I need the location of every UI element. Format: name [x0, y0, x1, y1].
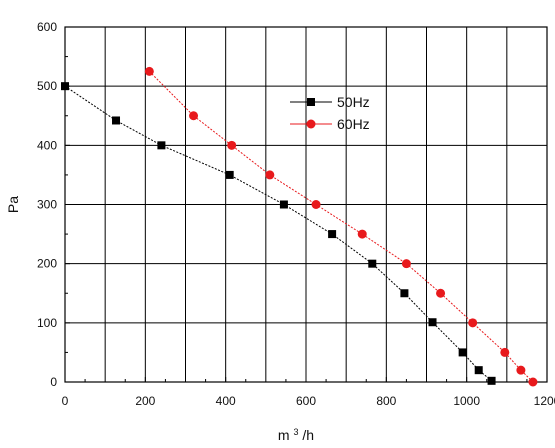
x-tick-label: 800	[376, 394, 396, 408]
data-point-square	[487, 376, 496, 385]
data-point-circle	[306, 119, 316, 129]
y-tick-label: 0	[50, 375, 57, 389]
data-point-square	[279, 200, 288, 209]
x-tick-label: 600	[296, 394, 316, 408]
series-line	[64, 85, 492, 382]
data-point-circle	[311, 200, 321, 209]
y-tick-label: 100	[37, 316, 57, 330]
y-axis-label: Pa	[5, 196, 21, 213]
data-point-square	[225, 170, 234, 179]
data-point-circle	[500, 347, 510, 357]
x-tick-label: 0	[62, 394, 69, 408]
data-point-square	[428, 318, 437, 327]
x-tick-label: 1000	[453, 394, 480, 408]
data-point-square	[112, 116, 121, 125]
data-point-circle	[436, 288, 446, 298]
data-point-square	[328, 230, 337, 239]
y-tick-label: 600	[37, 20, 57, 34]
data-point-circle	[468, 318, 478, 328]
data-point-circle	[144, 66, 154, 76]
data-point-circle	[516, 365, 526, 375]
series-group	[61, 66, 538, 387]
data-point-circle	[357, 229, 367, 239]
y-tick-label: 500	[37, 79, 57, 93]
data-point-square	[400, 289, 409, 298]
data-point-square	[61, 82, 69, 91]
x-axis-label-base: m	[278, 427, 290, 443]
x-axis-label-superscript: 3	[293, 427, 298, 437]
series-50hz	[61, 82, 496, 385]
legend-entry: 60Hz	[290, 116, 370, 132]
grid	[65, 27, 547, 382]
x-axis-label: m 3 /h	[278, 427, 314, 443]
legend-label: 50Hz	[337, 94, 370, 110]
data-point-square	[157, 141, 166, 150]
legend: 50Hz 60Hz	[290, 94, 370, 132]
data-point-square	[458, 348, 467, 357]
y-tick-label: 300	[37, 198, 57, 212]
series-60hz	[144, 66, 538, 387]
data-point-circle	[528, 377, 538, 387]
data-point-circle	[227, 140, 237, 150]
x-axis-label-suffix: /h	[302, 427, 314, 443]
data-point-circle	[401, 259, 411, 269]
legend-label: 60Hz	[337, 116, 370, 132]
legend-entry: 50Hz	[290, 94, 370, 110]
x-tick-label: 400	[216, 394, 236, 408]
y-tick-label: 200	[37, 257, 57, 271]
y-tick-label: 400	[37, 138, 57, 152]
data-point-circle	[265, 170, 275, 180]
data-point-square	[307, 98, 315, 106]
data-point-square	[474, 366, 483, 375]
x-tick-label: 200	[135, 394, 155, 408]
data-point-square	[368, 259, 377, 268]
data-point-circle	[189, 111, 199, 121]
